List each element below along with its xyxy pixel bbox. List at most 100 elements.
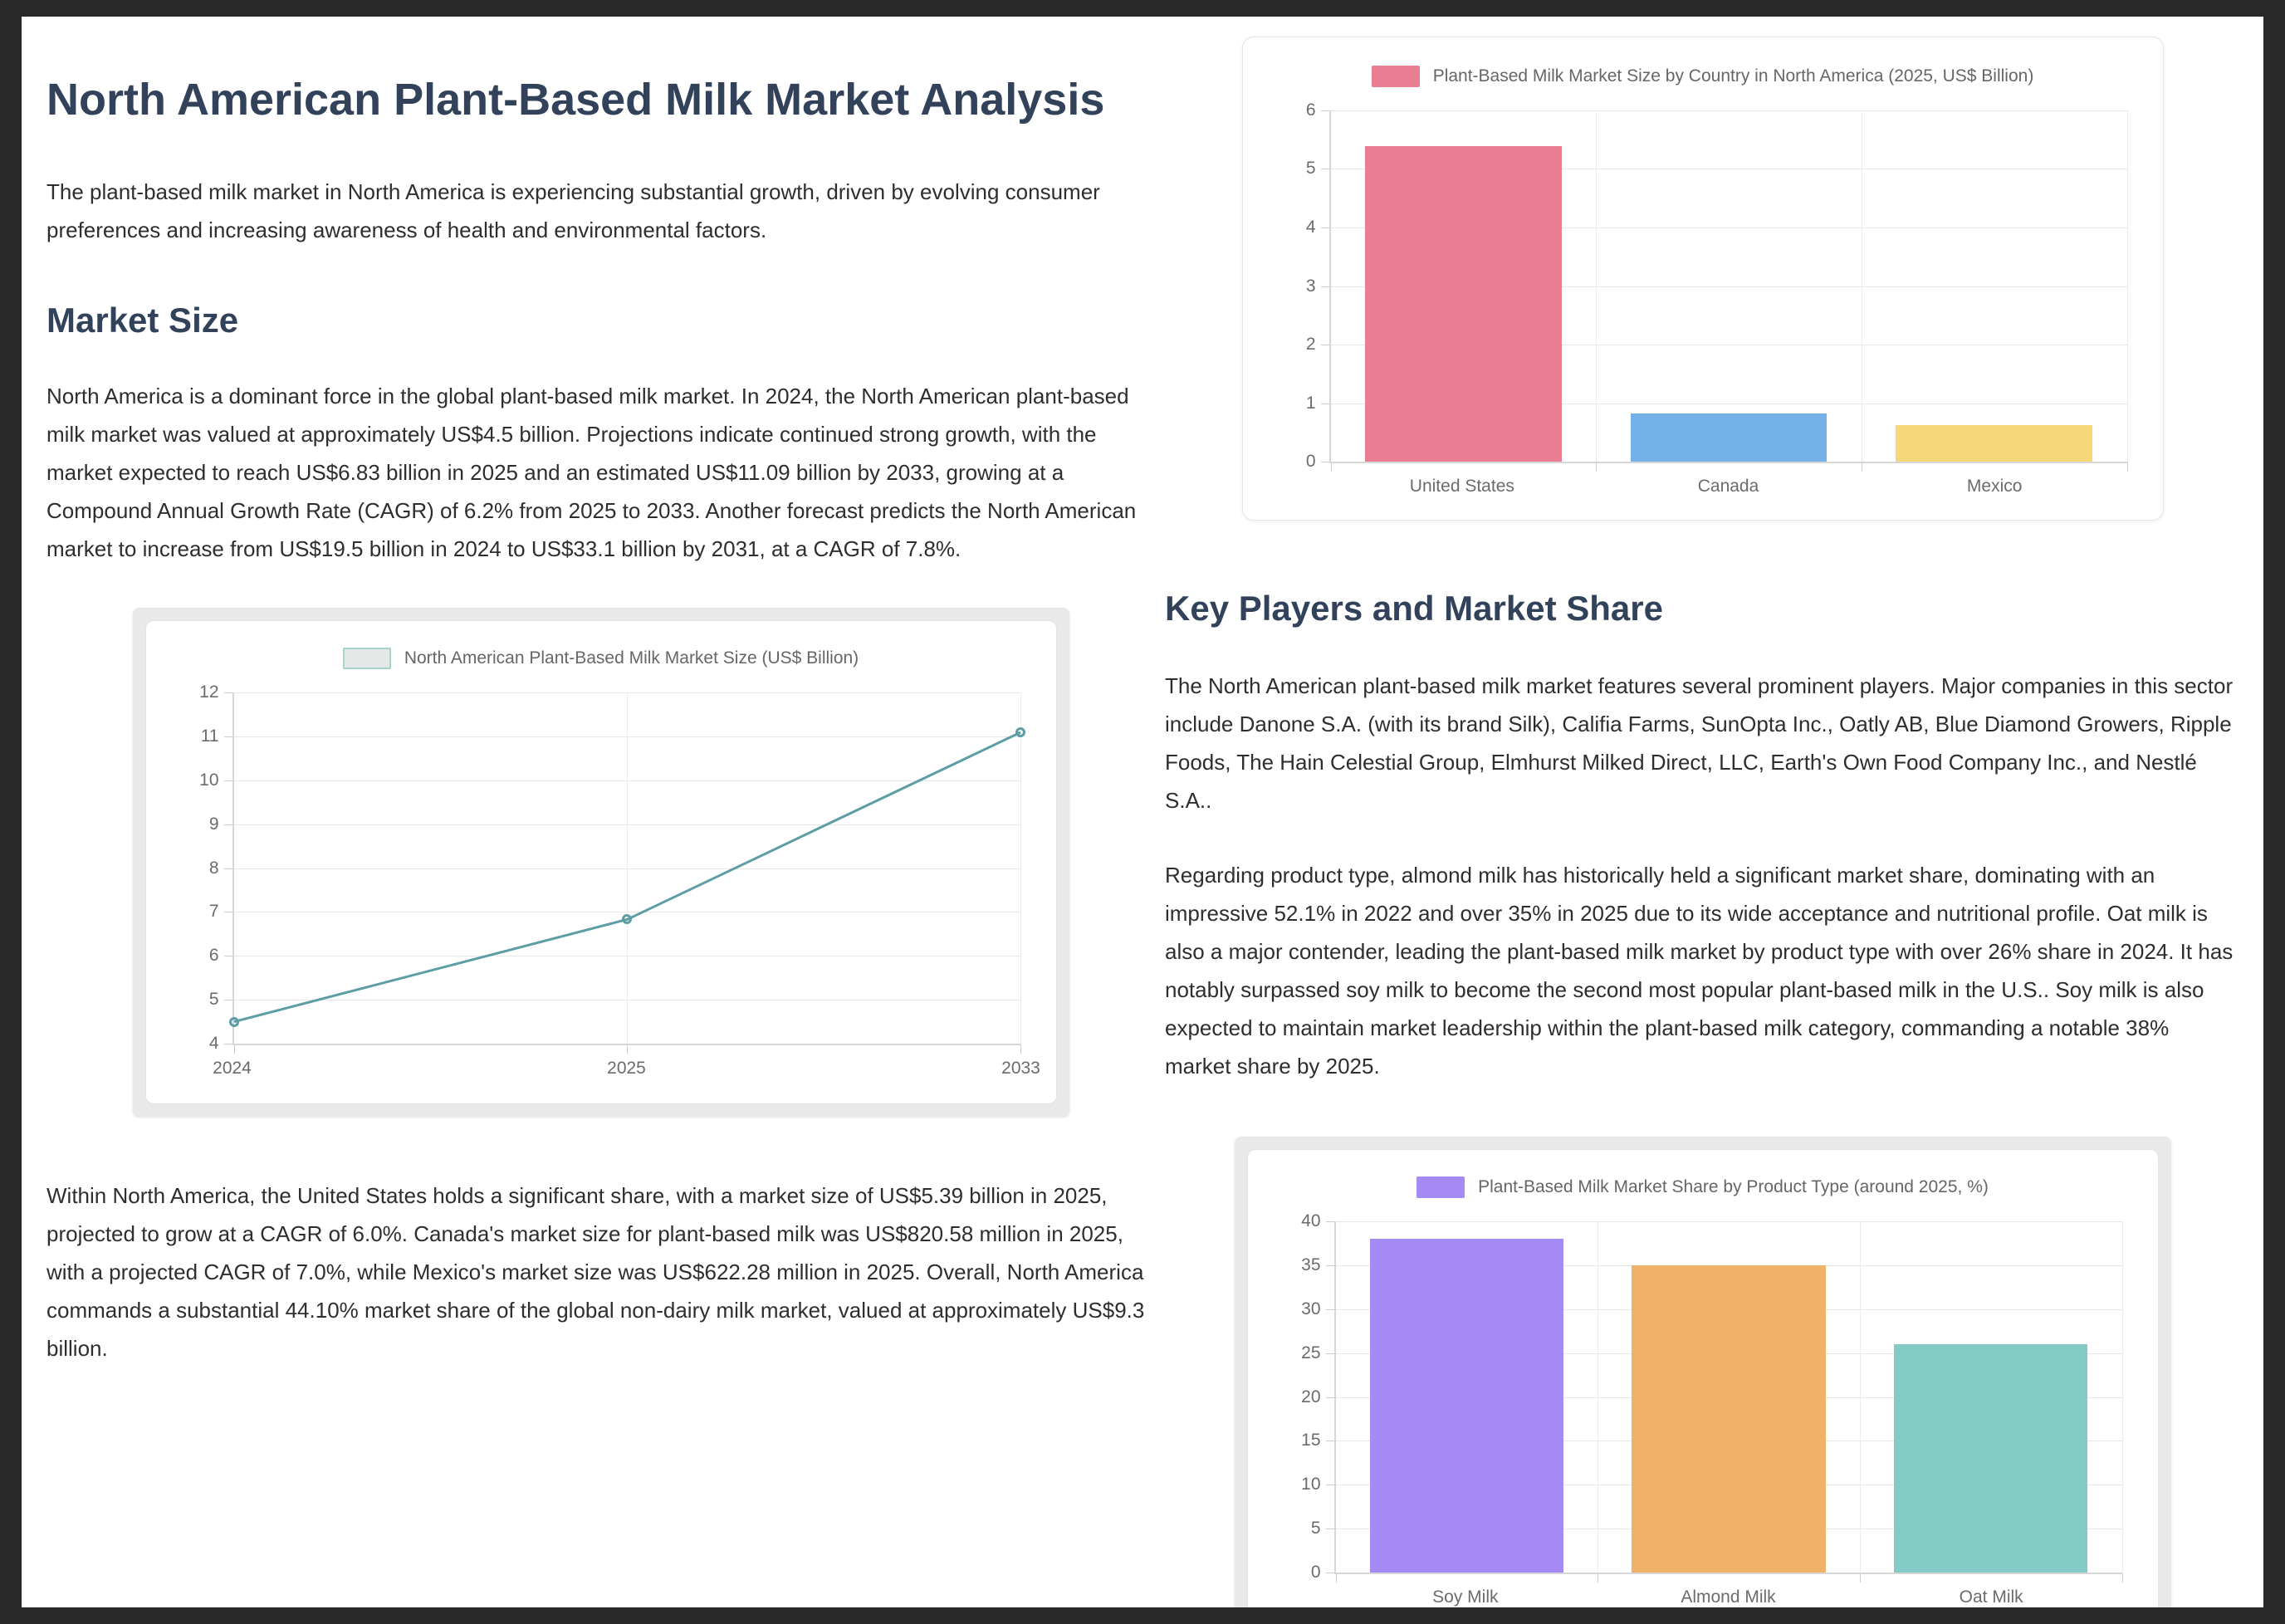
- plot-zone: 6 5 4 3 2 1 0: [1306, 100, 2128, 472]
- line-series: [234, 692, 1020, 1044]
- y-tick-label: 10: [1301, 1475, 1321, 1494]
- y-tick-label: 40: [1301, 1211, 1321, 1230]
- data-point-marker: [228, 1016, 239, 1027]
- grid-line: [1335, 1221, 2122, 1222]
- bar-soy-milk: [1369, 1239, 1564, 1573]
- left-column: North American Plant-Based Milk Market A…: [46, 42, 1155, 1607]
- x-category-label: 2033: [1001, 1059, 1040, 1079]
- x-category-label: Canada: [1697, 477, 1759, 496]
- x-category-label: United States: [1409, 477, 1514, 496]
- legend-swatch: [1371, 66, 1420, 87]
- x-category-label: 2024: [213, 1059, 252, 1079]
- plot-area: 12 11 10 9 8 7 6 5 4: [199, 682, 1025, 1054]
- document-page: North American Plant-Based Milk Market A…: [22, 17, 2263, 1607]
- chart-title-label: Plant-Based Milk Market Size by Country …: [1432, 66, 2034, 86]
- y-tick-label: 6: [1305, 100, 1316, 120]
- y-tick-label: 0: [1305, 452, 1316, 471]
- x-category-label: 2025: [607, 1059, 646, 1079]
- chart-title-label: North American Plant-Based Milk Market S…: [404, 648, 859, 668]
- country-bar-chart-figure: Plant-Based Milk Market Size by Country …: [1241, 37, 2164, 521]
- x-axis-labels: United States Canada Mexico: [1329, 463, 2128, 496]
- plot-zone: 12 11 10 9 8 7 6 5 4: [199, 682, 1025, 1054]
- line-chart-card: North American Plant-Based Milk Market S…: [144, 620, 1057, 1105]
- intro-paragraph: The plant-based milk market in North Ame…: [46, 179, 1100, 243]
- legend-swatch: [1417, 1176, 1465, 1198]
- product-type-paragraph: Regarding product type, almond milk has …: [1165, 863, 2234, 1079]
- y-tick-label: 3: [1305, 276, 1316, 296]
- y-tick-label: 4: [208, 1034, 219, 1054]
- plot-area: 6 5 4 3 2 1 0: [1306, 100, 2128, 472]
- y-tick-label: 0: [1310, 1563, 1321, 1582]
- grid-line: [627, 692, 628, 1044]
- bar-canada: [1630, 413, 1828, 462]
- y-tick-label: 8: [208, 858, 219, 878]
- x-tick-mark: [1596, 463, 1598, 472]
- market-size-line-chart-figure: North American Plant-Based Milk Market S…: [132, 608, 1069, 1118]
- x-category-label: Mexico: [1966, 477, 2023, 496]
- y-tick-label: 10: [199, 770, 219, 790]
- x-category-label: Almond Milk: [1681, 1587, 1776, 1607]
- y-tick-label: 30: [1301, 1299, 1321, 1318]
- x-tick-mark: [2126, 463, 2128, 472]
- x-tick-mark: [1335, 1574, 1337, 1582]
- y-tick-label: 6: [208, 946, 219, 966]
- chart-legend: Plant-Based Milk Market Share by Product…: [1276, 1176, 2130, 1198]
- grid-line: [1330, 286, 2127, 287]
- bar-united-states: [1365, 146, 1562, 462]
- grid-line: [1330, 110, 2127, 111]
- grid-line: [1859, 1221, 1861, 1573]
- product-bar-chart-card: Plant-Based Milk Market Share by Product…: [1246, 1149, 2159, 1607]
- y-tick-label: 4: [1305, 217, 1316, 237]
- y-tick-label: 5: [208, 990, 219, 1010]
- grid-line: [1330, 227, 2127, 228]
- y-tick-label: 5: [1305, 159, 1316, 179]
- bar-almond-milk: [1632, 1264, 1826, 1573]
- plot-zone: 40 35 30 25 20 15 10 5 0: [1301, 1211, 2123, 1582]
- data-point-marker: [622, 914, 632, 925]
- y-tick-mark: [223, 780, 232, 781]
- legend-swatch: [342, 648, 391, 670]
- x-tick-mark: [627, 1045, 628, 1054]
- y-tick-mark: [1320, 227, 1329, 228]
- y-tick-label: 12: [199, 682, 219, 702]
- y-tick-label: 20: [1301, 1387, 1321, 1406]
- right-column: Plant-Based Milk Market Size by Country …: [1165, 37, 2240, 1607]
- y-tick-mark: [1320, 110, 1329, 111]
- x-category-label: Oat Milk: [1959, 1587, 2023, 1607]
- y-tick-label: 7: [208, 902, 219, 922]
- grid-line: [1020, 692, 1021, 1044]
- section-heading-key-players: Key Players and Market Share: [1165, 589, 1663, 628]
- y-tick-mark: [223, 736, 232, 737]
- y-tick-label: 15: [1301, 1431, 1321, 1450]
- y-tick-label: 25: [1301, 1343, 1321, 1362]
- market-size-paragraph: North America is a dominant force in the…: [46, 384, 1137, 562]
- data-point-marker: [1015, 727, 1025, 738]
- product-share-chart-figure: Plant-Based Milk Market Share by Product…: [1234, 1137, 2171, 1607]
- chart-title-label: Plant-Based Milk Market Share by Product…: [1478, 1177, 1989, 1196]
- y-tick-label: 9: [208, 814, 219, 834]
- y-tick-mark: [1325, 1353, 1334, 1354]
- x-tick-mark: [1020, 1045, 1021, 1054]
- bar-oat-milk: [1893, 1344, 2088, 1573]
- section-heading-market-size: Market Size: [46, 301, 239, 340]
- x-tick-mark: [1330, 463, 1332, 472]
- key-players-paragraph: The North American plant-based milk mark…: [1165, 673, 2234, 813]
- chart-legend: Plant-Based Milk Market Size by Country …: [1271, 66, 2135, 87]
- x-category-label: Soy Milk: [1432, 1587, 1499, 1607]
- x-tick-mark: [1859, 1574, 1861, 1582]
- y-tick-label: 2: [1305, 334, 1316, 354]
- y-tick-label: 35: [1301, 1255, 1321, 1274]
- page-title: North American Plant-Based Milk Market A…: [46, 75, 1105, 125]
- y-tick-mark: [223, 824, 232, 825]
- x-tick-mark: [233, 1045, 235, 1054]
- y-tick-mark: [1325, 1397, 1334, 1398]
- plot-area: 40 35 30 25 20 15 10 5 0: [1301, 1211, 2123, 1582]
- y-tick-mark: [1320, 286, 1329, 287]
- y-tick-label: 11: [200, 726, 219, 746]
- x-axis-labels: 2024 2025 2033: [213, 1045, 1040, 1082]
- country-breakdown-paragraph: Within North America, the United States …: [46, 1183, 1145, 1362]
- grid-line: [1596, 110, 1598, 462]
- y-tick-mark: [223, 692, 232, 694]
- y-tick-label: 1: [1305, 393, 1316, 413]
- two-column-layout: North American Plant-Based Milk Market A…: [22, 17, 2263, 1607]
